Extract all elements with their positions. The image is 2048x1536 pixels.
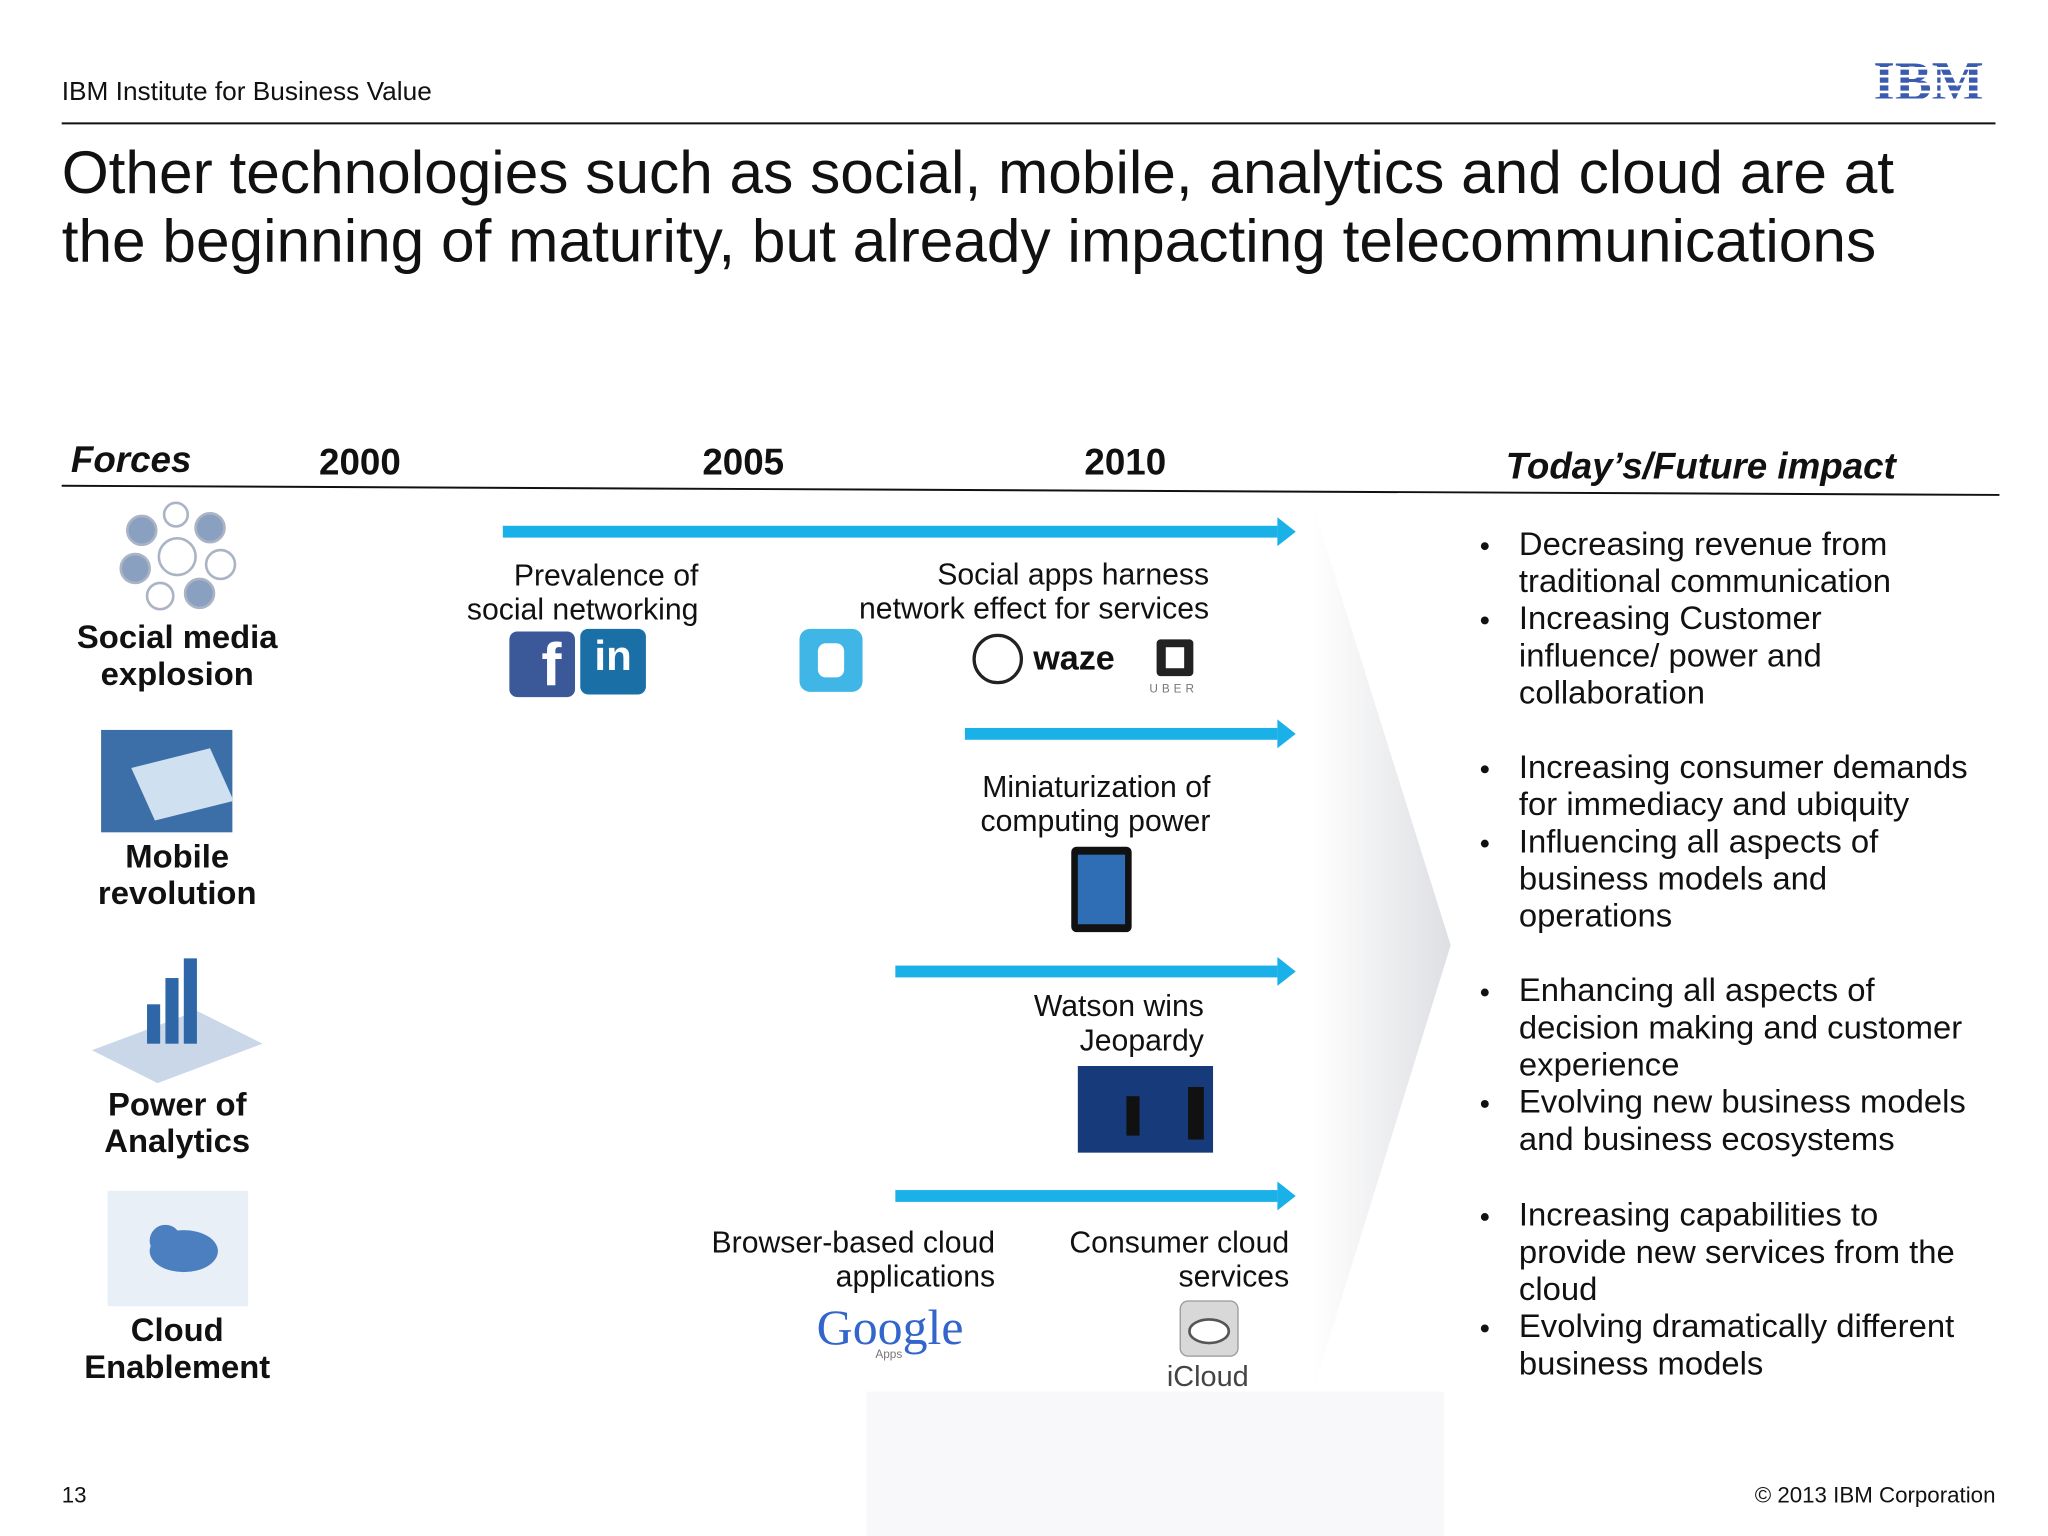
mobile-icon <box>101 729 234 833</box>
impact-text: Increasing consumer demands <box>1519 748 1968 785</box>
uber-icon: UBER <box>1149 639 1198 695</box>
linkedin-icon: in <box>580 628 646 695</box>
tablet-icon <box>1071 846 1132 933</box>
bullet <box>1480 542 1489 551</box>
impact-text: Enhancing all aspects of <box>1519 971 1876 1008</box>
force-label: revolution <box>98 874 257 911</box>
institute: IBM Institute for Business Value <box>62 76 432 106</box>
impact-text: Evolving new business models <box>1519 1083 1966 1120</box>
force-label: Mobile <box>125 837 229 874</box>
impact-text: business models and <box>1519 859 1827 896</box>
year: 2000 <box>319 441 401 482</box>
bullet <box>1480 1213 1489 1221</box>
event-label: Browser-based cloud <box>712 1227 996 1260</box>
impact-text: Evolving dramatically different <box>1519 1307 1954 1344</box>
impact-text: Decreasing revenue from <box>1519 525 1887 562</box>
impact-text: Increasing Customer <box>1519 599 1822 636</box>
bullet <box>1480 1100 1489 1108</box>
logo-text: in <box>594 632 631 679</box>
arrow-shaft <box>964 727 1278 740</box>
arrow-shaft <box>895 965 1278 978</box>
impact-text: traditional communication <box>1519 562 1891 599</box>
impact-text: Increasing capabilities to <box>1519 1196 1878 1233</box>
impact-text: influence/ power and <box>1519 636 1822 673</box>
logo-text: waze <box>1032 639 1115 677</box>
impact-text: provide new services from the <box>1519 1233 1955 1270</box>
event-label: Consumer cloud <box>1069 1227 1289 1260</box>
bullet <box>1480 839 1489 848</box>
event-label: Jeopardy <box>1080 1024 1205 1057</box>
force-label: Analytics <box>104 1122 250 1159</box>
twitter-icon <box>799 628 863 692</box>
force-label: Social media <box>77 618 278 655</box>
event-label: services <box>1178 1261 1289 1294</box>
impact-text: decision making and customer <box>1519 1008 1962 1045</box>
analytics-icon <box>91 958 263 1084</box>
event-label: network effect for services <box>859 592 1209 625</box>
event-label: computing power <box>981 805 1211 838</box>
page-number: 13 <box>62 1483 87 1508</box>
impact-header: Today’s/Future impact <box>1506 445 1898 486</box>
bullet <box>1480 1324 1489 1333</box>
logo-text: iCloud <box>1167 1361 1249 1393</box>
fade <box>866 1391 1445 1536</box>
force-label: explosion <box>101 655 254 692</box>
svg-text:f: f <box>541 630 562 698</box>
impact-text: Influencing all aspects of <box>1519 822 1879 859</box>
event-label: Prevalence of <box>514 560 699 593</box>
event-label: Miniaturization of <box>982 771 1211 804</box>
impact-text: experience <box>1519 1045 1680 1082</box>
year: 2010 <box>1084 441 1166 482</box>
title-line: Other technologies such as social, mobil… <box>62 138 1895 206</box>
arrow-shaft <box>895 1190 1278 1202</box>
icloud-icon: iCloud <box>1167 1300 1249 1393</box>
title-line: the beginning of maturity, but already i… <box>62 206 1876 274</box>
arrow-head <box>1277 517 1296 547</box>
arrow-head <box>1277 1181 1296 1211</box>
watson-photo <box>1077 1066 1214 1153</box>
force-label: Cloud <box>131 1311 224 1348</box>
bullet <box>1480 988 1489 997</box>
logo-text: UBER <box>1149 681 1198 695</box>
rule <box>61 484 2000 496</box>
arrows <box>502 517 1296 1211</box>
impact-text: cloud <box>1519 1270 1597 1307</box>
event-label: Social apps harness <box>937 558 1209 591</box>
logo: IBM <box>1873 50 1983 111</box>
impact-text: and business ecosystems <box>1519 1120 1895 1157</box>
arrow-head <box>1277 719 1296 749</box>
cloud-icon <box>107 1190 249 1307</box>
force-label: Enablement <box>84 1348 270 1385</box>
event-label: Watson wins <box>1034 990 1204 1023</box>
impact-text: for immediacy and ubiquity <box>1519 785 1910 822</box>
force-label: Power of <box>108 1085 247 1122</box>
waze-icon: waze <box>972 633 1115 685</box>
impact-text: business models <box>1519 1344 1763 1381</box>
logo-text: Apps <box>875 1347 902 1361</box>
google-logo: Google Apps <box>817 1300 964 1361</box>
bullet <box>1480 616 1489 625</box>
impact-text: collaboration <box>1519 673 1705 710</box>
logo-text: Google <box>817 1300 964 1355</box>
year: 2005 <box>702 441 784 482</box>
bullet <box>1480 765 1489 774</box>
social-icon <box>119 501 237 611</box>
event-label: social networking <box>467 594 699 627</box>
arrow-shaft <box>502 525 1278 538</box>
facebook-icon: f <box>509 630 576 698</box>
chevron <box>1312 505 1451 1392</box>
event-label: applications <box>836 1261 995 1294</box>
ibm-logo: IBM <box>1864 50 1996 111</box>
copyright: © 2013 IBM Corporation <box>1755 1483 1996 1508</box>
forces-header: Forces <box>71 439 192 480</box>
impact-text: operations <box>1519 897 1672 934</box>
arrow-head <box>1277 957 1296 986</box>
